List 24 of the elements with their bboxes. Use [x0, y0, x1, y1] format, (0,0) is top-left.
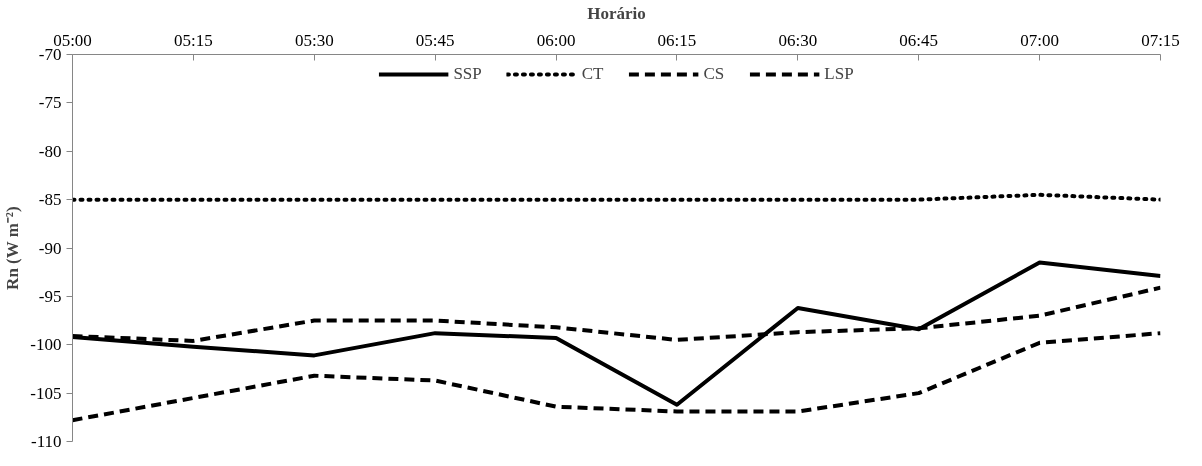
x-tick-label: 05:15 — [174, 30, 213, 50]
y-axis-title: Rn (W m⁻²) — [3, 206, 23, 290]
x-tick-label: 06:45 — [899, 30, 939, 50]
y-tick-label: -110 — [30, 432, 62, 451]
legend-label: SSP — [453, 64, 482, 84]
y-tick-label: -80 — [38, 141, 62, 161]
y-tick-label: -85 — [38, 190, 62, 210]
y-tick-label: -100 — [30, 335, 62, 355]
x-tick-label: 06:00 — [536, 30, 576, 50]
x-tick-label: 06:30 — [778, 30, 818, 50]
y-tick-label: -75 — [38, 93, 62, 113]
y-tick-label: -90 — [38, 238, 62, 258]
y-tick-label: -105 — [30, 383, 62, 403]
x-tick-label: 06:15 — [657, 30, 697, 50]
legend-label: CS — [703, 64, 725, 84]
x-tick-label: 05:30 — [294, 30, 334, 50]
line-series — [72, 331, 1161, 423]
x-tick-label: 05:45 — [415, 30, 455, 50]
legend-label: LSP — [824, 64, 854, 84]
x-axis-title: Horário — [587, 3, 646, 23]
x-tick-label: 07:00 — [1020, 30, 1059, 50]
legend-label: CT — [581, 64, 604, 84]
y-tick-label: -95 — [38, 286, 62, 306]
x-tick-label: 07:15 — [1141, 30, 1180, 50]
